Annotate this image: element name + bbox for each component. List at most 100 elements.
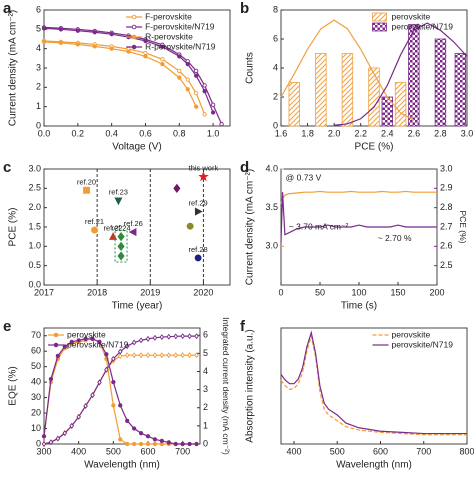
x-tick-label: 700 bbox=[416, 446, 431, 456]
bar bbox=[368, 67, 380, 127]
marker bbox=[104, 366, 109, 373]
marker bbox=[62, 344, 67, 349]
y-tick-label: 1.0 bbox=[28, 241, 41, 251]
x-tick-label: 500 bbox=[106, 446, 121, 456]
marker bbox=[69, 339, 74, 345]
point-label: ref.21 bbox=[85, 217, 104, 226]
legend-marker bbox=[131, 14, 137, 20]
y-tick-label: 30 bbox=[31, 392, 41, 402]
marker bbox=[76, 338, 81, 343]
legend-label: F-perovskite/N719 bbox=[145, 21, 215, 31]
marker bbox=[194, 104, 199, 109]
legend-marker bbox=[53, 332, 59, 338]
marker bbox=[117, 241, 125, 251]
y-tick-label: 2 bbox=[203, 402, 208, 412]
x-tick-label: 400 bbox=[286, 446, 301, 456]
marker bbox=[111, 403, 116, 408]
marker bbox=[125, 418, 130, 423]
y-tick-label: 2.0 bbox=[28, 202, 41, 212]
x-tick-label: 2019 bbox=[140, 287, 160, 297]
marker bbox=[152, 441, 158, 447]
x-axis-label: Voltage (V) bbox=[112, 142, 161, 153]
legend-label: F-perovskite bbox=[145, 11, 192, 21]
point-label: ref.28 bbox=[189, 245, 208, 254]
marker bbox=[152, 437, 158, 442]
x-axis-label: Wavelength (nm) bbox=[336, 460, 412, 471]
marker bbox=[62, 430, 68, 437]
bar bbox=[408, 24, 420, 127]
x-tick-label: 2018 bbox=[87, 287, 107, 297]
y-tick-label: 10 bbox=[31, 423, 41, 433]
legend-label: R-perovskite/N719 bbox=[145, 41, 216, 51]
x-tick-label: 2.4 bbox=[381, 128, 394, 138]
marker bbox=[69, 422, 75, 429]
marker bbox=[145, 335, 151, 342]
y-tick-label: 2.5 bbox=[440, 260, 453, 270]
marker bbox=[160, 61, 165, 67]
point-label: ref.26 bbox=[124, 219, 143, 228]
y-tick-label: 6 bbox=[203, 330, 208, 340]
marker bbox=[173, 441, 178, 447]
marker bbox=[131, 441, 137, 447]
marker bbox=[138, 431, 144, 436]
bar bbox=[434, 38, 447, 127]
x-tick-label: 100 bbox=[351, 287, 366, 297]
y-tick-label: 3.5 bbox=[265, 202, 278, 212]
x-tick-label: 500 bbox=[330, 446, 345, 456]
x-axis-label: PCE (%) bbox=[355, 142, 394, 153]
marker bbox=[111, 355, 116, 362]
marker bbox=[97, 339, 102, 345]
marker bbox=[185, 61, 190, 67]
marker bbox=[131, 426, 137, 431]
bar bbox=[454, 53, 467, 127]
y-tick-label: 4 bbox=[36, 43, 41, 53]
marker bbox=[159, 438, 165, 444]
plot-frame bbox=[43, 327, 201, 445]
y2-axis-label: Integrated current density (mA cm⁻²) bbox=[221, 317, 231, 455]
legend-swatch bbox=[372, 22, 387, 32]
x-tick-label: 3.0 bbox=[461, 128, 474, 138]
marker bbox=[210, 110, 216, 115]
marker bbox=[125, 441, 130, 447]
marker bbox=[90, 392, 95, 399]
y-tick-label: 3.0 bbox=[440, 163, 453, 173]
legend-marker bbox=[131, 44, 137, 50]
legend-marker bbox=[131, 24, 137, 30]
marker bbox=[90, 336, 95, 341]
marker bbox=[41, 434, 47, 439]
marker bbox=[138, 337, 144, 344]
marker bbox=[138, 441, 144, 447]
marker bbox=[177, 54, 182, 59]
marker bbox=[194, 90, 199, 96]
x-tick-label: 2.8 bbox=[434, 128, 447, 138]
y-tick-label: 40 bbox=[31, 377, 41, 387]
marker bbox=[126, 49, 131, 54]
legend-label: perovskite/N719 bbox=[392, 21, 454, 31]
marker bbox=[143, 50, 148, 56]
marker bbox=[131, 352, 137, 359]
y-tick-label: 2.5 bbox=[28, 183, 41, 193]
x-tick-label: 0 bbox=[278, 287, 283, 297]
y-tick-label: 8 bbox=[273, 4, 278, 14]
marker bbox=[194, 68, 199, 74]
marker bbox=[83, 336, 88, 341]
marker bbox=[143, 38, 148, 44]
panel-label: c bbox=[3, 159, 11, 176]
marker bbox=[124, 343, 130, 350]
marker bbox=[219, 121, 224, 127]
x-tick-label: 200 bbox=[429, 287, 444, 297]
y-tick-label: 0.5 bbox=[28, 260, 41, 270]
series-line bbox=[280, 335, 467, 436]
marker bbox=[159, 352, 165, 359]
y-tick-label: 4.0 bbox=[265, 163, 278, 173]
y-tick-label: 0 bbox=[203, 438, 208, 448]
x-tick-label: 150 bbox=[390, 287, 405, 297]
marker bbox=[194, 333, 199, 340]
marker bbox=[104, 352, 109, 357]
y-tick-label: 4 bbox=[203, 366, 208, 376]
y-tick-label: 2.7 bbox=[440, 221, 453, 231]
y-tick-label: 5 bbox=[36, 24, 41, 34]
y-tick-label: 60 bbox=[31, 346, 41, 356]
